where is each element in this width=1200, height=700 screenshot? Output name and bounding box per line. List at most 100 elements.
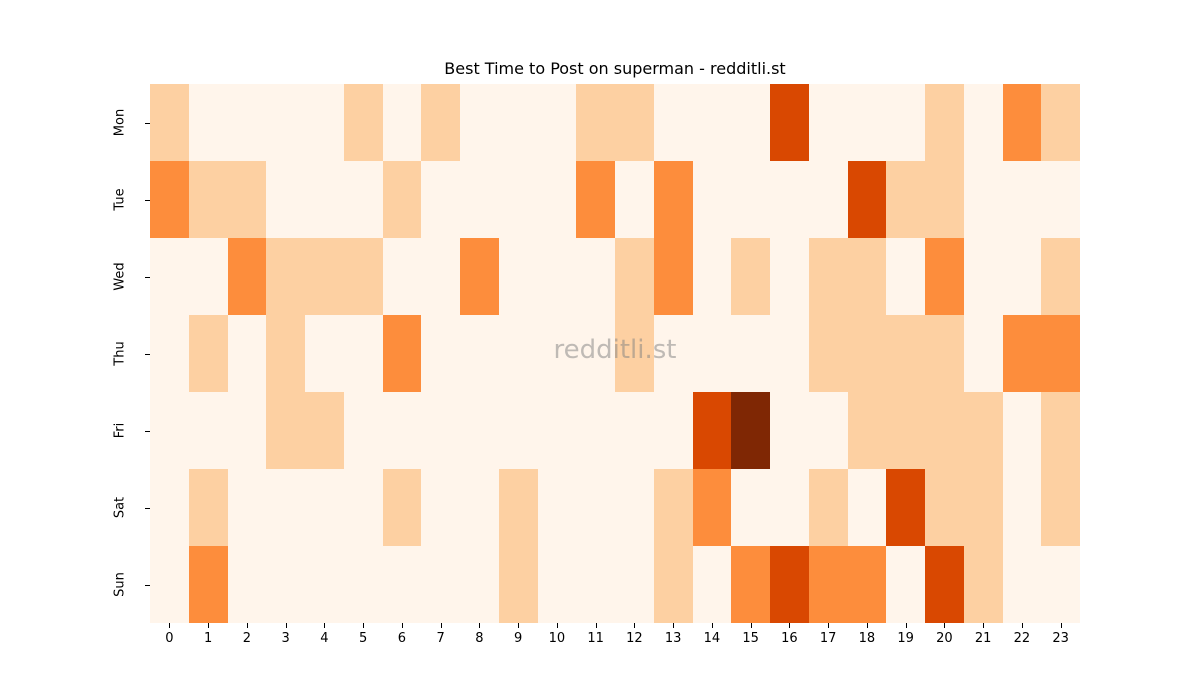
- heatmap-cell: [886, 84, 925, 161]
- heatmap-cell: [227, 238, 267, 315]
- heatmap-cell: [460, 315, 499, 392]
- heatmap-cell: [266, 84, 305, 161]
- x-tick: [363, 623, 365, 628]
- heatmap-cell: [847, 315, 887, 392]
- heatmap-cell: [886, 546, 925, 623]
- x-tick-label: 13: [664, 631, 682, 646]
- heatmap-cell: [1041, 315, 1080, 392]
- x-tick-label: 11: [587, 631, 604, 646]
- heatmap-cell: [653, 84, 693, 161]
- heatmap-cell: [537, 161, 577, 238]
- heatmap-cell: [460, 84, 499, 161]
- heatmap-cell: [1041, 238, 1080, 315]
- heatmap-cell: [421, 469, 460, 546]
- heatmap-cell: [692, 84, 732, 161]
- heatmap-cell: [731, 84, 770, 161]
- heatmap-cell: [576, 84, 615, 161]
- heatmap-cell: [382, 161, 422, 238]
- heatmap-cell: [808, 84, 848, 161]
- heatmap-cell: [808, 392, 848, 469]
- y-tick: [145, 353, 150, 355]
- heatmap-cell: [266, 546, 305, 623]
- x-tick-label: 21: [974, 631, 992, 646]
- heatmap-cell: [731, 238, 770, 315]
- heatmap-cell: [266, 392, 305, 469]
- heatmap-cell: [886, 392, 925, 469]
- heatmap-cell: [731, 161, 770, 238]
- heatmap-cell: [460, 161, 499, 238]
- y-tick-label: Sun: [112, 571, 128, 597]
- heatmap-cell: [615, 238, 654, 315]
- heatmap-cell: [1041, 469, 1080, 546]
- x-tick-label: 5: [358, 631, 368, 646]
- x-tick-label: 9: [513, 631, 523, 646]
- x-tick-label: 20: [936, 631, 953, 646]
- heatmap-cell: [343, 238, 383, 315]
- heatmap-cell: [576, 161, 615, 238]
- y-tick-label: Thu: [112, 340, 128, 366]
- heatmap-cell: [1002, 315, 1042, 392]
- heatmap-cell: [925, 469, 964, 546]
- heatmap-cell: [266, 315, 305, 392]
- heatmap-cell: [963, 161, 1003, 238]
- heatmap-cell: [460, 238, 499, 315]
- heatmap-cell: [1041, 161, 1080, 238]
- heatmap-cell: [227, 315, 267, 392]
- heatmap-cell: [150, 392, 189, 469]
- y-tick-label: Mon: [112, 108, 128, 136]
- x-tick-label: 1: [203, 631, 213, 646]
- heatmap-cell: [421, 84, 460, 161]
- heatmap-cell: [770, 161, 809, 238]
- heatmap-cell: [615, 392, 654, 469]
- x-tick-label: 4: [320, 631, 329, 646]
- heatmap-cell: [653, 546, 693, 623]
- heatmap-cell: [731, 546, 770, 623]
- heatmap-cell: [421, 546, 460, 623]
- x-tick-label: 6: [397, 631, 407, 646]
- heatmap-cell: [227, 84, 267, 161]
- x-axis: 0 1 2 3 4 5 6 7 8 9 10 11 12 13 14 15 16 17 18 19 20 21 22 23: [150, 623, 1080, 653]
- heatmap-cell: [305, 469, 344, 546]
- heatmap-cell: [847, 238, 887, 315]
- heatmap-cell: [382, 84, 422, 161]
- x-tick: [634, 623, 636, 628]
- x-tick: [518, 623, 520, 628]
- heatmap-cell: [1002, 392, 1042, 469]
- heatmap-cell: [227, 546, 267, 623]
- x-tick: [711, 623, 713, 628]
- heatmap-cell: [266, 161, 305, 238]
- x-tick-label: 22: [1013, 631, 1031, 646]
- heatmap-cell: [188, 315, 228, 392]
- y-tick-label: Wed: [112, 261, 128, 291]
- heatmap-cell: [692, 161, 732, 238]
- x-tick: [401, 623, 403, 628]
- x-tick: [1021, 623, 1023, 628]
- heatmap-cell: [808, 315, 848, 392]
- heatmap-cell: [498, 469, 538, 546]
- heatmap-cell: [382, 546, 422, 623]
- heatmap-cell: [1041, 546, 1080, 623]
- heatmap-cell: [421, 392, 460, 469]
- heatmap-grid: [150, 84, 1080, 623]
- y-axis: Mon Tue Wed Thu Fri Sat Sun: [110, 84, 150, 623]
- heatmap-cell: [692, 392, 732, 469]
- heatmap-cell: [343, 392, 383, 469]
- y-tick: [145, 122, 150, 124]
- heatmap-cell: [1041, 392, 1080, 469]
- heatmap-cell: [1002, 161, 1042, 238]
- heatmap-cell: [847, 469, 887, 546]
- heatmap-cell: [305, 238, 344, 315]
- heatmap-cell: [770, 84, 809, 161]
- x-tick-label: 19: [897, 631, 914, 646]
- heatmap-cell: [343, 546, 383, 623]
- heatmap-cell: [150, 315, 189, 392]
- heatmap-cell: [150, 238, 189, 315]
- heatmap-cell: [498, 84, 538, 161]
- heatmap-cell: [731, 392, 770, 469]
- heatmap-cell: [537, 238, 577, 315]
- heatmap-cell: [150, 469, 189, 546]
- heatmap-cell: [266, 469, 305, 546]
- chart-title: Best Time to Post on superman - redditli…: [444, 59, 786, 78]
- heatmap-cell: [886, 469, 925, 546]
- heatmap-cell: [808, 469, 848, 546]
